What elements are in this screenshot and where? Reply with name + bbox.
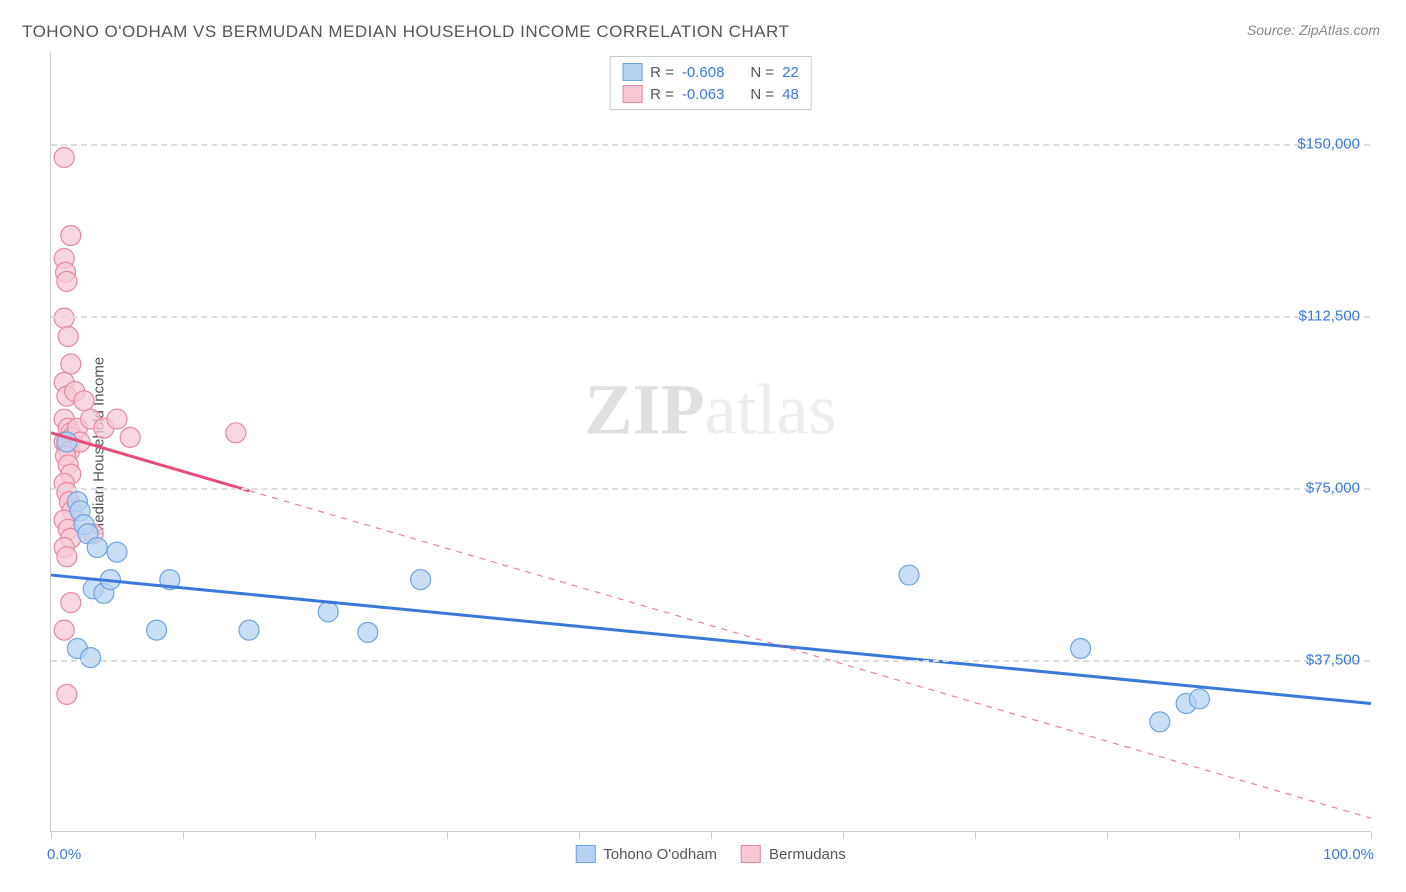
scatter-point: [1150, 712, 1170, 732]
scatter-point: [61, 354, 81, 374]
scatter-point: [1189, 689, 1209, 709]
scatter-point: [411, 570, 431, 590]
x-tick: [843, 831, 844, 839]
legend-stats-box: R = -0.608 N = 22 R = -0.063 N = 48: [609, 56, 812, 110]
x-tick: [51, 831, 52, 839]
legend-r-label-1: R =: [650, 64, 674, 81]
scatter-point: [57, 271, 77, 291]
legend-series-2: Bermudans: [741, 845, 846, 863]
legend-r-label-2: R =: [650, 86, 674, 103]
chart-container: TOHONO O'ODHAM VS BERMUDAN MEDIAN HOUSEH…: [0, 0, 1406, 892]
scatter-point: [239, 620, 259, 640]
x-tick: [447, 831, 448, 839]
scatter-point: [358, 622, 378, 642]
scatter-point: [54, 620, 74, 640]
gridline: [51, 488, 1370, 490]
legend-series-1: Tohono O'odham: [575, 845, 717, 863]
legend-swatch-2: [622, 85, 642, 103]
scatter-point: [61, 226, 81, 246]
y-tick-label: $150,000: [1297, 135, 1360, 152]
x-tick: [975, 831, 976, 839]
x-tick: [1239, 831, 1240, 839]
trend-line: [51, 433, 249, 491]
x-tick: [711, 831, 712, 839]
legend-series-label-2: Bermudans: [769, 846, 846, 863]
legend-series-label-1: Tohono O'odham: [603, 846, 717, 863]
x-tick: [183, 831, 184, 839]
plot-area: ZIPatlas R = -0.608 N = 22 R = -0.063 N …: [50, 52, 1370, 832]
gridline: [51, 316, 1370, 318]
legend-n-value-1: 22: [782, 64, 799, 81]
legend-r-value-2: -0.063: [682, 86, 725, 103]
scatter-point: [58, 326, 78, 346]
scatter-point: [899, 565, 919, 585]
scatter-point: [54, 148, 74, 168]
x-tick-label-left: 0.0%: [47, 846, 81, 863]
scatter-point: [120, 427, 140, 447]
scatter-point: [1071, 638, 1091, 658]
scatter-point: [81, 648, 101, 668]
x-tick: [579, 831, 580, 839]
scatter-point: [74, 391, 94, 411]
scatter-point: [54, 308, 74, 328]
y-tick-label: $75,000: [1306, 479, 1360, 496]
legend-r-value-1: -0.608: [682, 64, 725, 81]
legend-stats-row-2: R = -0.063 N = 48: [622, 83, 799, 105]
y-tick-label: $37,500: [1306, 651, 1360, 668]
x-tick-label-right: 100.0%: [1323, 846, 1374, 863]
legend-series-box: Tohono O'odham Bermudans: [575, 845, 846, 863]
scatter-point: [226, 423, 246, 443]
trend-line-dashed: [249, 491, 1371, 819]
gridline: [51, 660, 1370, 662]
y-tick-label: $112,500: [1299, 307, 1360, 324]
chart-source: Source: ZipAtlas.com: [1247, 22, 1380, 38]
chart-svg: [51, 52, 1370, 831]
scatter-point: [61, 593, 81, 613]
scatter-point: [107, 542, 127, 562]
legend-n-label-1: N =: [750, 64, 774, 81]
scatter-point: [57, 684, 77, 704]
scatter-point: [107, 409, 127, 429]
legend-n-label-2: N =: [750, 86, 774, 103]
x-tick: [1107, 831, 1108, 839]
gridline: [51, 144, 1370, 146]
legend-swatch-1: [622, 63, 642, 81]
scatter-point: [57, 547, 77, 567]
scatter-point: [87, 538, 107, 558]
scatter-point: [147, 620, 167, 640]
legend-stats-row-1: R = -0.608 N = 22: [622, 61, 799, 83]
x-tick: [315, 831, 316, 839]
chart-title: TOHONO O'ODHAM VS BERMUDAN MEDIAN HOUSEH…: [22, 22, 789, 42]
legend-n-value-2: 48: [782, 86, 799, 103]
legend-series-swatch-1: [575, 845, 595, 863]
legend-series-swatch-2: [741, 845, 761, 863]
scatter-point: [318, 602, 338, 622]
x-tick: [1371, 831, 1372, 839]
